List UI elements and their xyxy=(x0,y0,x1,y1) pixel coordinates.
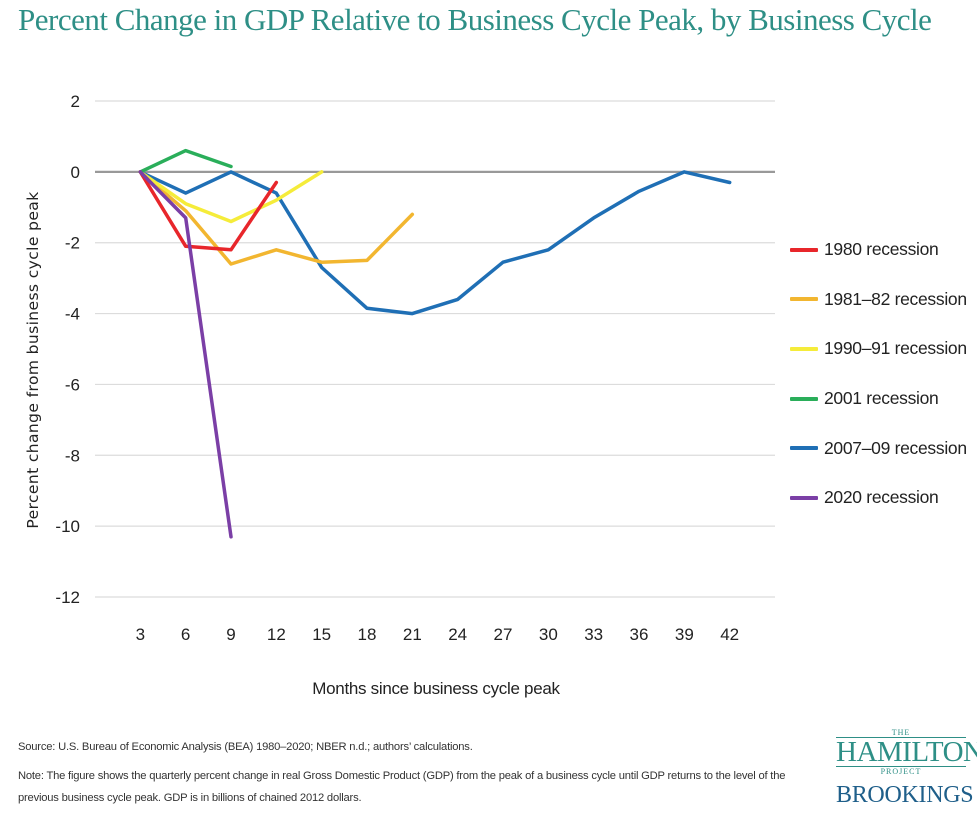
x-tick-label: 6 xyxy=(181,625,190,644)
x-axis-tick-labels: 3 6 9 12 15 18 21 24 27 30 33 36 39 42 xyxy=(136,625,740,644)
x-tick-label: 12 xyxy=(267,625,286,644)
x-tick-label: 15 xyxy=(312,625,331,644)
y-tick-label: 2 xyxy=(71,92,80,111)
y-tick-label: -12 xyxy=(55,588,80,607)
legend-label: 1990–91 recession xyxy=(824,338,967,359)
legend-item: 2020 recession xyxy=(790,473,967,523)
x-tick-label: 39 xyxy=(675,625,694,644)
chart-title: Percent Change in GDP Relative to Busine… xyxy=(18,2,932,37)
legend-label: 1981–82 recession xyxy=(824,288,967,309)
legend-item: 1990–91 recession xyxy=(790,324,967,374)
logo-the-text: THE xyxy=(891,728,911,737)
legend-swatch xyxy=(790,495,818,500)
hamilton-brookings-logo: THE HAMILTON PROJECT BROOKINGS xyxy=(836,728,977,809)
legend-item: 2001 recession xyxy=(790,374,967,424)
x-tick-label: 3 xyxy=(136,625,145,644)
x-tick-label: 42 xyxy=(720,625,739,644)
y-tick-label: -10 xyxy=(55,517,80,536)
series-lines xyxy=(138,148,732,539)
y-axis-label: Percent change from business cycle peak xyxy=(24,191,42,528)
series-line-2020-recession xyxy=(138,170,233,539)
legend-swatch xyxy=(790,396,818,401)
y-tick-label: -4 xyxy=(65,305,80,324)
figure-note: Note: The figure shows the quarterly per… xyxy=(18,770,786,804)
y-tick-label: -2 xyxy=(65,234,80,253)
x-tick-label: 24 xyxy=(448,625,467,644)
logo-brookings-text: BROOKINGS xyxy=(836,782,974,808)
logo-hamilton-text: HAMILTON xyxy=(836,736,977,768)
x-axis-label: Months since business cycle peak xyxy=(312,679,560,698)
x-tick-label: 9 xyxy=(226,625,235,644)
legend-label: 2001 recession xyxy=(824,388,939,409)
x-tick-label: 30 xyxy=(539,625,558,644)
legend-swatch xyxy=(790,247,818,252)
series-line-1990-91-recession xyxy=(138,170,324,224)
series-line-1981-82-recession xyxy=(138,170,415,266)
legend-label: 1980 recession xyxy=(824,239,939,260)
grid-lines xyxy=(95,100,775,598)
y-tick-label: -6 xyxy=(65,375,80,394)
legend-label: 2007–09 recession xyxy=(824,437,967,458)
series-line-1980-recession xyxy=(138,170,279,252)
series-line-2001-recession xyxy=(138,148,233,174)
x-tick-label: 21 xyxy=(403,625,422,644)
legend-item: 1981–82 recession xyxy=(790,275,967,325)
x-tick-label: 36 xyxy=(630,625,649,644)
legend-swatch xyxy=(790,446,818,451)
legend-label: 2020 recession xyxy=(824,487,939,508)
series-line-2007-09-recession xyxy=(138,170,732,316)
x-tick-label: 33 xyxy=(584,625,603,644)
source-note: Source: U.S. Bureau of Economic Analysis… xyxy=(18,741,473,753)
y-tick-label: 0 xyxy=(71,163,80,182)
legend-item: 2007–09 recession xyxy=(790,423,967,473)
x-tick-label: 18 xyxy=(358,625,377,644)
logo-project-text: PROJECT xyxy=(880,767,922,776)
legend-swatch xyxy=(790,297,818,302)
y-tick-label: -8 xyxy=(65,446,80,465)
x-tick-label: 27 xyxy=(494,625,513,644)
y-axis-tick-labels: 2 0 -2 -4 -6 -8 -10 -12 xyxy=(55,92,80,607)
legend: 1980 recession 1981–82 recession 1990–91 r… xyxy=(790,225,967,523)
legend-swatch xyxy=(790,346,818,351)
legend-item: 1980 recession xyxy=(790,225,967,275)
